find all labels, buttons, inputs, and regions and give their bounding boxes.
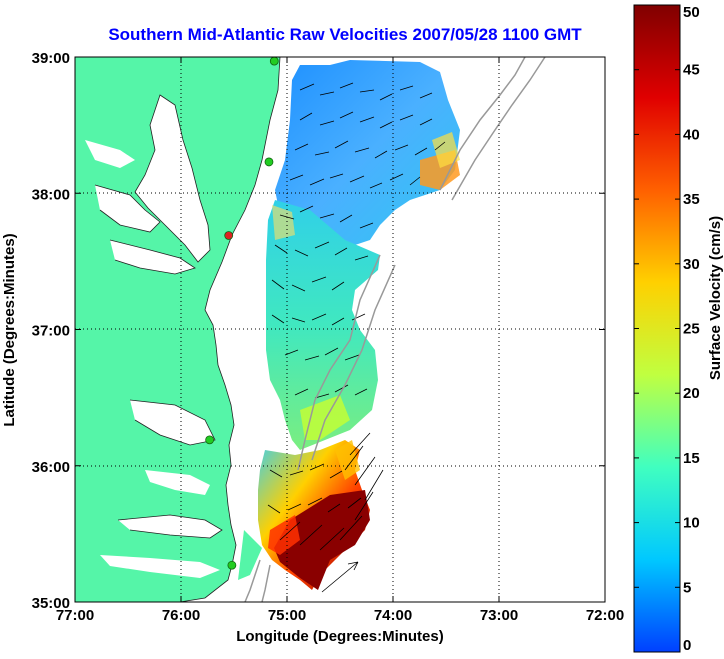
map-axes: 77:00 76:00 75:00 74:00 73:00 72:00 39:00 38:0…: [1, 50, 624, 645]
colorbar-tick-label: 15: [683, 450, 700, 467]
y-tick-label: 39:00: [32, 50, 70, 67]
radar-station-marker: [264, 157, 274, 167]
colorbar-scale: [633, 4, 681, 653]
colorbar-tick-label: 0: [683, 637, 691, 654]
colorbar-tick-label: 35: [683, 191, 700, 208]
map-title: Southern Mid-Atlantic Raw Velocities 200…: [108, 25, 582, 44]
land-mass: [75, 57, 280, 602]
x-tick-label: 75:00: [268, 607, 306, 624]
coastline: [94, 57, 281, 602]
x-tick-label: 73:00: [480, 607, 518, 624]
map-grid: [75, 57, 605, 602]
y-axis-ticks: 39:00 38:00 37:00 36:00 35:00: [32, 50, 605, 612]
y-tick-label: 35:00: [32, 595, 70, 612]
velocity-vectors: [267, 82, 446, 593]
y-axis-label: Latitude (Degrees:Minutes): [1, 233, 18, 426]
radar-station-marker: [224, 231, 234, 240]
radar-station-marker: [227, 560, 237, 570]
x-tick-label: 76:00: [162, 607, 200, 624]
colorbar-ticks: 0 5 10 15 20 25 30 35 40 45 50: [634, 4, 700, 654]
x-tick-label: 77:00: [56, 607, 94, 624]
x-tick-label: 72:00: [586, 607, 624, 624]
colorbar-tick-label: 20: [683, 385, 700, 402]
colorbar-tick-label: 5: [683, 579, 691, 596]
y-tick-label: 36:00: [32, 459, 70, 476]
colorbar-tick-label: 40: [683, 126, 700, 143]
radar-stations: [205, 57, 279, 570]
bays: [85, 95, 238, 578]
colorbar-tick-label: 45: [683, 62, 700, 79]
bathymetry-contours: [244, 57, 546, 602]
velocity-field: [258, 60, 460, 593]
x-tick-label: 74:00: [374, 607, 412, 624]
colorbar-tick-label: 10: [683, 515, 700, 532]
y-tick-label: 38:00: [32, 186, 70, 203]
colorbar-tick-label: 25: [683, 321, 700, 338]
colorbar-tick-label: 30: [683, 256, 700, 273]
colorbar: 0 5 10 15 20 25 30 35 40 45 50 Surface Velocity (c…: [633, 4, 724, 654]
x-axis-ticks: 77:00 76:00 75:00 74:00 73:00 72:00: [56, 57, 624, 624]
radar-station-marker: [205, 435, 215, 445]
colorbar-tick-label: 50: [683, 4, 700, 21]
x-axis-label: Longitude (Degrees:Minutes): [236, 628, 444, 645]
colorbar-label: Surface Velocity (cm/s): [707, 216, 724, 380]
radar-station-marker: [269, 57, 279, 66]
y-tick-label: 37:00: [32, 323, 70, 340]
